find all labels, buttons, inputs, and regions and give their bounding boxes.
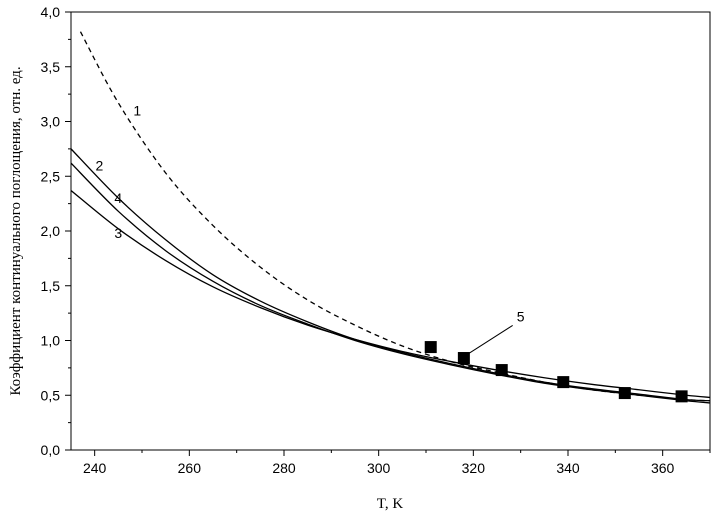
y-tick-label: 0,0 (41, 442, 61, 458)
curve-label-1: 1 (133, 103, 141, 119)
series-5-marker (618, 387, 631, 400)
x-tick-label: 340 (556, 460, 580, 476)
y-tick-label: 2,0 (41, 223, 61, 239)
y-tick-label: 1,5 (41, 278, 61, 294)
series-1-line (79, 31, 710, 402)
series-5-marker (675, 390, 688, 403)
y-axis-title: Коэффициент континуального поглощения, о… (8, 66, 24, 395)
series-4-line (71, 162, 710, 404)
x-tick-label: 240 (83, 460, 107, 476)
curve-label-4: 4 (114, 190, 122, 206)
plot-frame (70, 11, 711, 451)
series-2-line (71, 148, 710, 402)
marker-layer (424, 341, 688, 403)
curve-label-5: 5 (517, 308, 525, 324)
x-tick-label: 360 (651, 460, 675, 476)
series-5-marker (495, 364, 508, 377)
series-5-marker (457, 352, 470, 365)
series-layer (71, 31, 710, 404)
y-tick-label: 3,0 (41, 114, 61, 130)
y-tick-label: 3,5 (41, 59, 61, 75)
x-tick-label: 260 (178, 460, 202, 476)
curve-label-2: 2 (96, 157, 104, 173)
y-tick-label: 0,5 (41, 387, 61, 403)
y-tick-label: 4,0 (41, 4, 61, 20)
curve-label-3: 3 (114, 225, 122, 241)
curve-label-5-leader (467, 324, 513, 355)
x-tick-label: 280 (272, 460, 296, 476)
x-tick-label: 320 (462, 460, 486, 476)
x-axis-title: T, K (377, 496, 404, 512)
series-5-marker (424, 341, 437, 354)
axes-layer: 240 260 280 300 320 340 360 0,0 0,5 1,0 1,5 2,0 2,5 3… (41, 4, 711, 476)
y-tick-label: 2,5 (41, 168, 61, 184)
y-tick-label: 1,0 (41, 333, 61, 349)
series-5-marker (557, 376, 570, 389)
annotation-layer: 1 2 4 3 5 (96, 103, 525, 355)
series-3-line (71, 189, 710, 399)
x-tick-label: 300 (367, 460, 391, 476)
